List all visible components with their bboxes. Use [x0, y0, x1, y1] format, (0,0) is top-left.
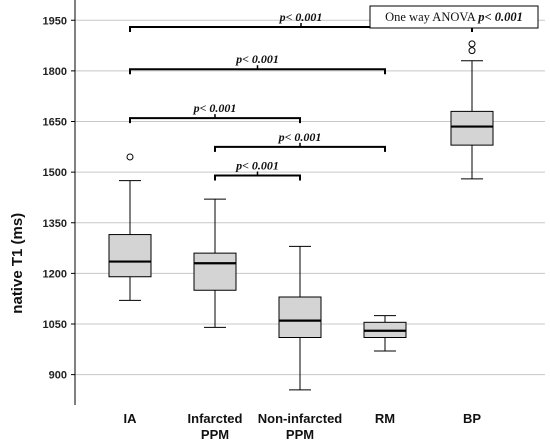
category-label: Non-infarcted	[258, 411, 343, 426]
outlier-point	[126, 153, 134, 161]
significance-brackets: p< 0.001 p< 0.001 p< 0.001 p< 0.001 p< 0.001	[129, 10, 473, 181]
comparison-5: p< 0.001	[214, 159, 301, 181]
box-3	[278, 245, 322, 391]
comparison-4: p< 0.001	[214, 130, 386, 152]
y-tick-label: 1200	[43, 268, 67, 280]
box-2	[193, 198, 237, 328]
y-tick-label: 1050	[43, 319, 67, 331]
comparison-3: p< 0.001	[129, 101, 301, 124]
bracket-line	[129, 68, 386, 75]
y-tick-labels: 900 1050 1200 1350 1500 1650 1800 1950	[43, 15, 75, 382]
category-label: RM	[375, 411, 395, 426]
gridlines	[75, 19, 545, 376]
p-value-label: p< 0.001	[193, 101, 237, 115]
box-5	[450, 40, 494, 180]
anova-legend: One way ANOVA p< 0.001	[369, 5, 539, 29]
p-value-label: p< 0.001	[235, 159, 279, 173]
iqr-box	[278, 296, 322, 338]
anova-legend-label: One way ANOVA	[385, 10, 478, 24]
y-tick-label: 900	[49, 370, 67, 382]
boxes	[108, 40, 494, 391]
p-value-label: p< 0.001	[279, 10, 323, 24]
y-tick-label: 1350	[43, 218, 67, 230]
anova-legend-text: One way ANOVA p< 0.001	[385, 10, 523, 24]
y-tick-label: 1650	[43, 117, 67, 129]
p-value-label: p< 0.001	[235, 52, 279, 66]
box-1	[108, 153, 152, 301]
category-label: IA	[124, 411, 138, 426]
box-4	[363, 315, 407, 352]
bracket-line	[214, 145, 386, 152]
category-label: PPM	[286, 427, 314, 442]
anova-legend-box	[369, 5, 539, 29]
y-tick-label: 1950	[43, 15, 67, 27]
outlier-point	[468, 47, 476, 55]
anova-legend-p: p< 0.001	[477, 10, 523, 24]
outlier-point	[468, 40, 476, 48]
bracket-line	[214, 174, 301, 181]
iqr-box	[450, 110, 494, 146]
iqr-box	[108, 234, 152, 278]
p-value-label: p< 0.001	[278, 130, 322, 144]
category-label: Infarcted	[188, 411, 243, 426]
y-tick-label: 1800	[43, 66, 67, 78]
category-label: BP	[463, 411, 481, 426]
iqr-box	[193, 252, 237, 291]
comparison-1: p< 0.001	[129, 10, 473, 32]
comparison-2: p< 0.001	[129, 52, 386, 75]
y-axis-label: native T1 (ms)	[9, 213, 26, 314]
category-label: PPM	[201, 427, 229, 442]
y-tick-label: 1500	[43, 167, 67, 179]
bracket-line	[129, 117, 301, 124]
